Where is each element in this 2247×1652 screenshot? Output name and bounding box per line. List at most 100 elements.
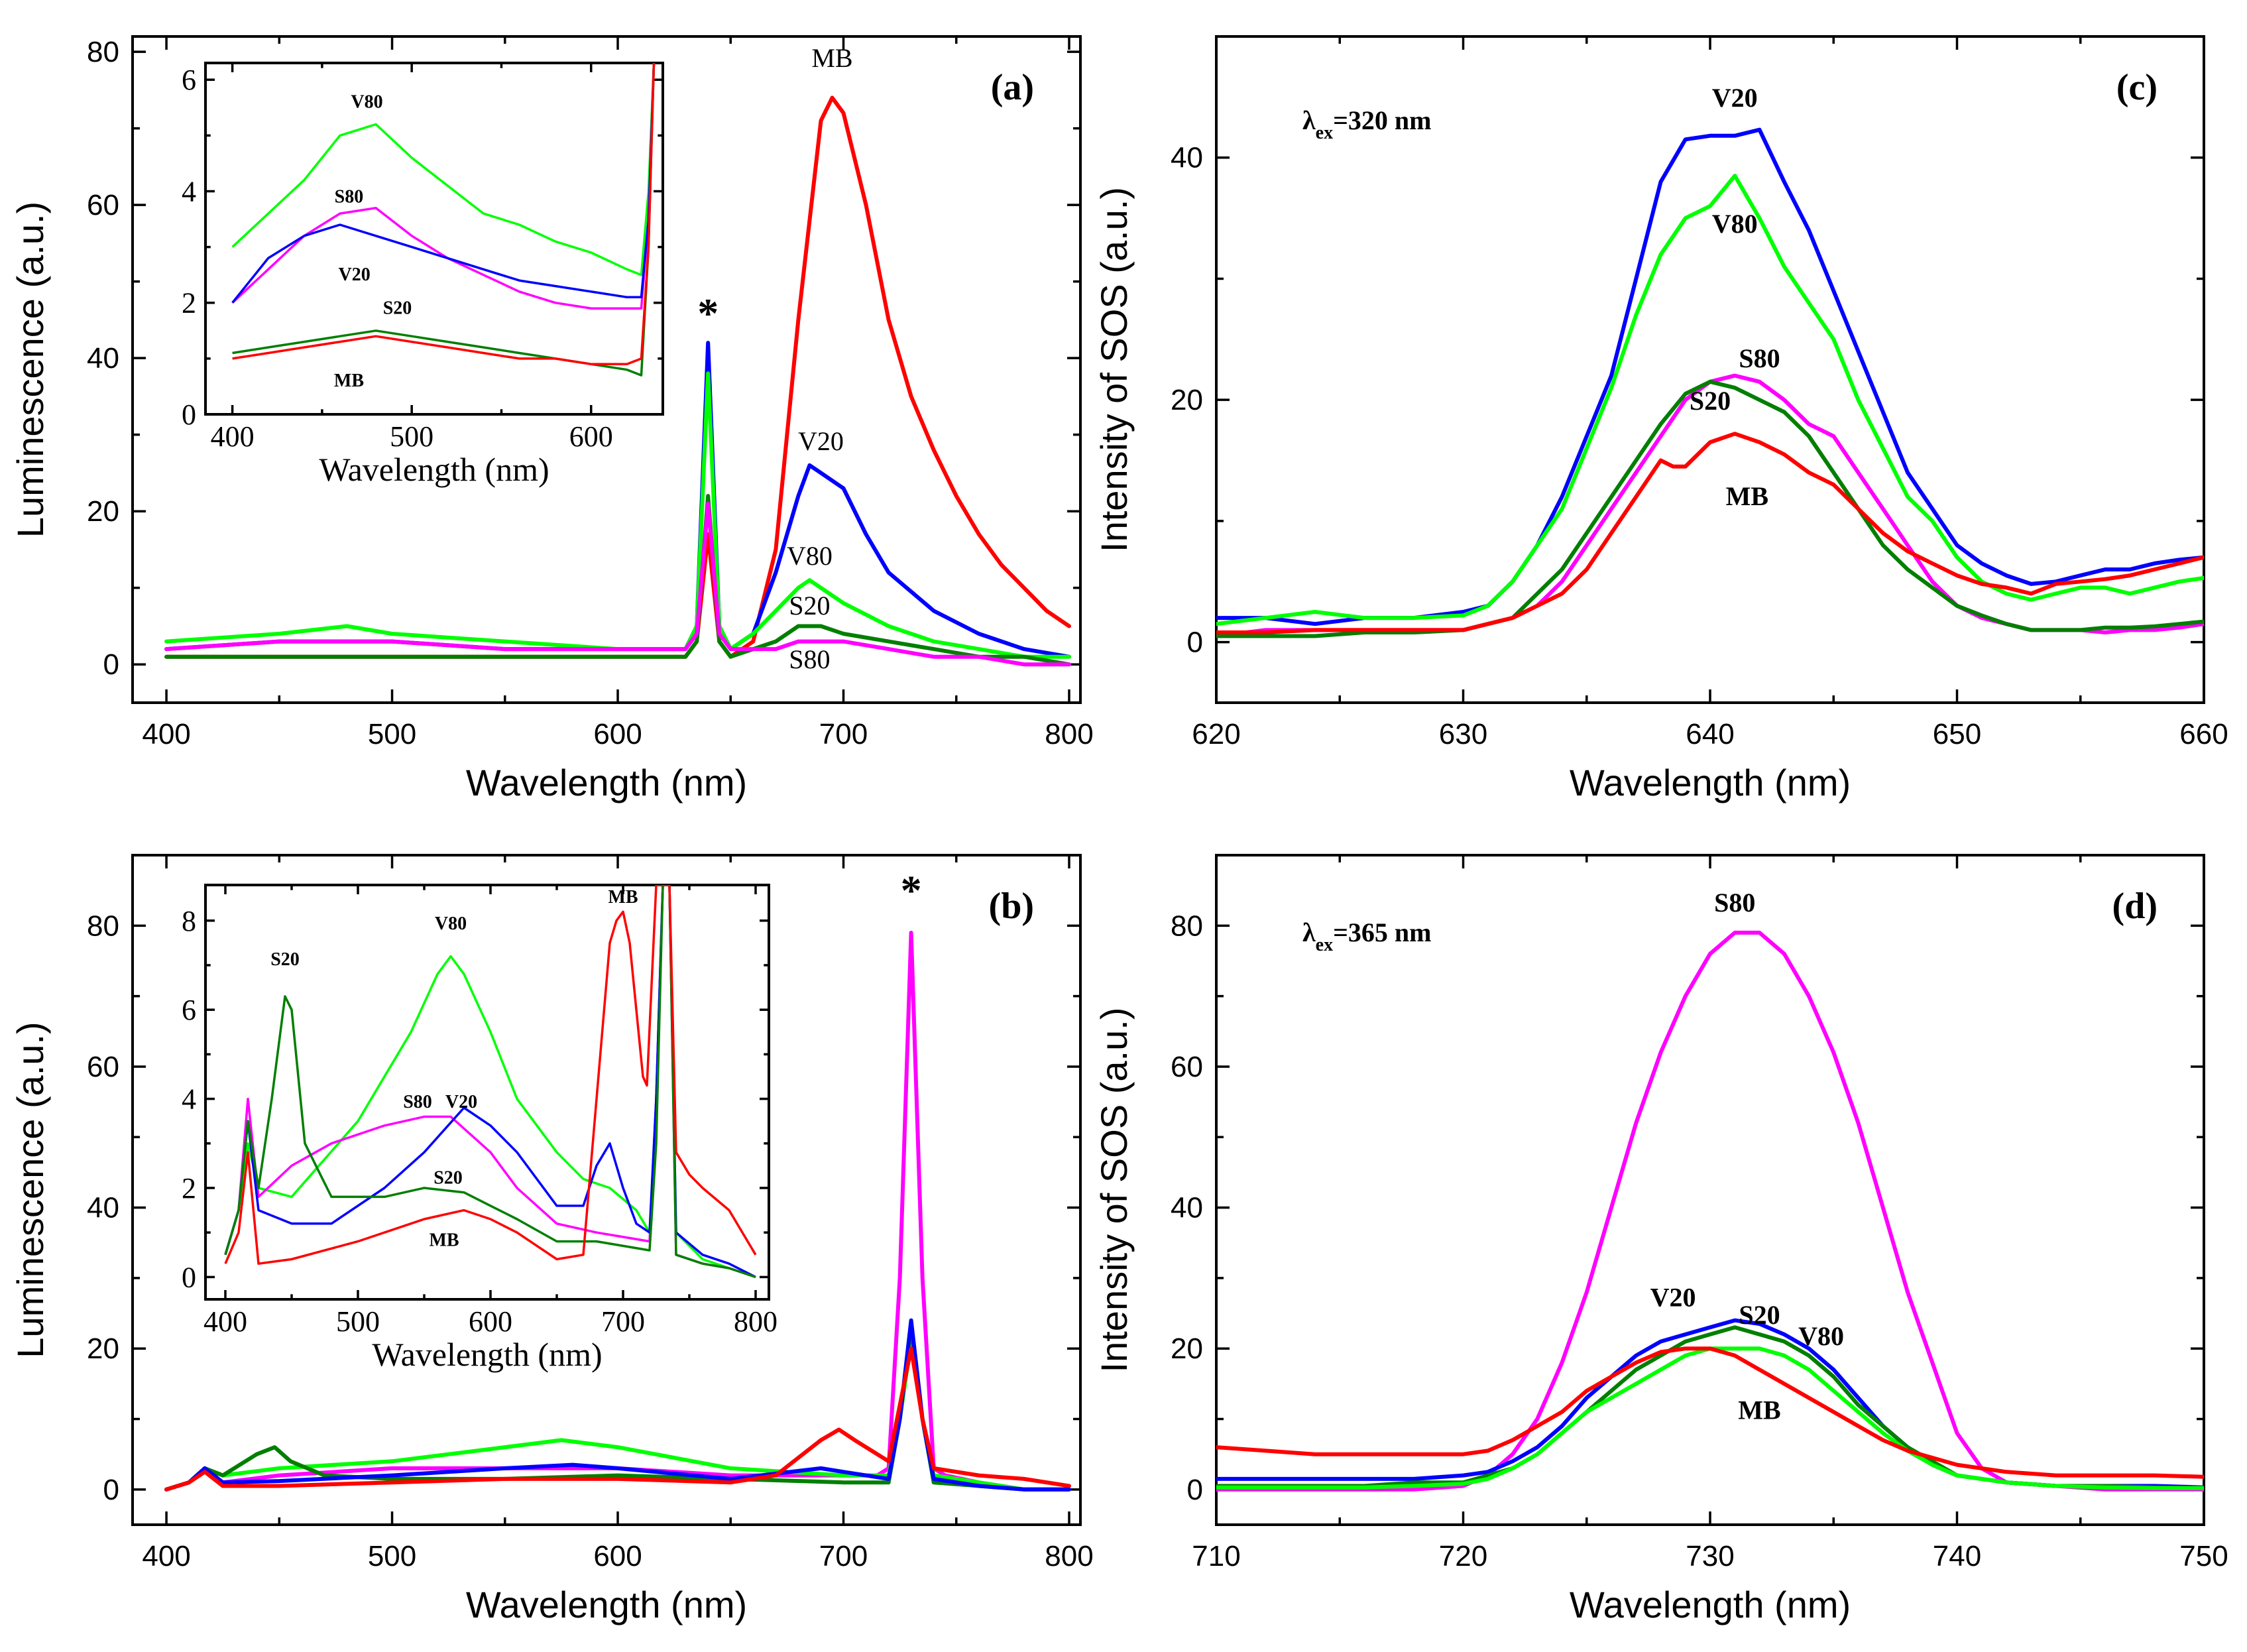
y-tick-label: 4 [182, 175, 196, 207]
x-tick-label: 500 [390, 420, 433, 453]
annotation-symbol: λ [1302, 917, 1316, 947]
main-d-label-S20: S20 [1739, 1300, 1780, 1330]
x-tick-label: 710 [1192, 1540, 1240, 1572]
inset-b-label-S20b: S20 [433, 1167, 463, 1188]
main-d-series-MB [1216, 1346, 2204, 1479]
y-tick-label: 60 [87, 1051, 119, 1083]
main-a-series-S80 [164, 501, 1071, 667]
x-tick-label: 720 [1439, 1540, 1487, 1572]
annotation-symbol: λ [1302, 105, 1316, 135]
x-tick-label: 630 [1439, 718, 1487, 750]
y-tick-label: 0 [1187, 1474, 1203, 1506]
inset-a-series-S20 [232, 63, 656, 377]
x-tick-label: 500 [336, 1305, 380, 1338]
panel-label: (b) [989, 886, 1034, 927]
x-axis-title: Wavelength (nm) [466, 1584, 747, 1625]
x-tick-label: 400 [142, 1540, 190, 1572]
x-tick-label: 620 [1192, 718, 1240, 750]
panel-label: (d) [2112, 886, 2158, 927]
main-b-series-S80 [164, 930, 1071, 1492]
main-d-label-V80: V80 [1798, 1321, 1844, 1351]
y-tick-label: 60 [1171, 1051, 1203, 1083]
inset-b-label-MB: MB [608, 887, 638, 908]
main-d-label-V20: V20 [1650, 1282, 1696, 1312]
x-tick-label: 640 [1686, 718, 1734, 750]
y-tick-label: 80 [87, 910, 119, 942]
x-tick-label: 660 [2179, 718, 2228, 750]
x-tick-label: 500 [368, 718, 416, 750]
inset-b-label-V20: V20 [445, 1092, 477, 1112]
x-tick-label: 800 [1045, 1540, 1093, 1572]
panel-d: 710 720 730 740 750 0 20 40 60 80 Wavelength (nm) I… [1093, 854, 2228, 1625]
main-a-label-V80: V80 [787, 541, 833, 571]
main-d-label-MB: MB [1738, 1395, 1780, 1425]
main-c-label-MB: MB [1726, 481, 1768, 511]
x-tick-label: 600 [593, 718, 642, 750]
y-tick-label: 80 [87, 36, 119, 68]
x-tick-label: 800 [734, 1305, 778, 1338]
y-tick-label: 4 [182, 1083, 196, 1116]
main-b-series-MB [164, 1346, 1071, 1492]
y-tick-label: 0 [103, 1474, 119, 1506]
peak-star: * [697, 290, 719, 337]
main-a-label-MB: MB [811, 43, 852, 73]
main-c-label-S20: S20 [1690, 386, 1731, 416]
main-d-series-S80 [1216, 930, 2204, 1492]
y-axis-title: Intensity of SOS (a.u.) [1093, 187, 1135, 552]
y-tick-label: 2 [182, 287, 196, 320]
y-tick-label: 60 [87, 189, 119, 221]
main-a-series-V80 [164, 371, 1071, 659]
main-d-series-V80 [1216, 1346, 2204, 1490]
inset-x-axis-title: Wavelength (nm) [319, 451, 549, 488]
x-tick-label: 700 [819, 1540, 868, 1572]
y-tick-label: 40 [87, 342, 119, 375]
y-tick-label: 0 [103, 648, 119, 681]
inset-frame [204, 62, 664, 416]
main-a-label-S20: S20 [789, 591, 830, 620]
x-tick-label: 650 [1933, 718, 1981, 750]
y-axis-title: Intensity of SOS (a.u.) [1093, 1008, 1135, 1373]
inset-a-series-V80 [231, 63, 656, 276]
inset-a-label-MB: MB [334, 371, 364, 391]
excitation-annotation: λex=365 nm [1302, 917, 1431, 955]
peak-star: * [901, 866, 922, 914]
panel-c: 620 630 640 650 660 0 20 40 Wavelength (nm) Inten… [1093, 35, 2228, 803]
main-c-label-S80: S80 [1739, 343, 1780, 373]
inset-a-label-V20: V20 [338, 265, 370, 285]
x-axis-title: Wavelength (nm) [1570, 762, 1851, 803]
y-axis-title: Luminescence (a.u.) [9, 202, 51, 538]
inset-a: 400 500 600 0 2 4 6 Wavelength (nm) V80 S80 V20 S20… [182, 62, 664, 488]
x-tick-label: 740 [1933, 1540, 1981, 1572]
x-tick-label: 700 [819, 718, 868, 750]
main-c-series-MB [1216, 432, 2204, 634]
y-tick-label: 0 [182, 398, 196, 431]
inset-b-label-S20: S20 [270, 949, 300, 970]
plot-frame [131, 35, 1082, 704]
annotation-subscript: ex [1316, 935, 1333, 955]
panel-label: (a) [991, 67, 1034, 108]
main-d-series-V20 [1216, 1318, 2204, 1490]
inset-a-series-MB [232, 63, 656, 366]
main-d-series-S20 [1216, 1325, 2204, 1490]
inset-a-series-S80 [231, 63, 656, 310]
y-tick-label: 40 [1171, 1192, 1203, 1224]
annotation-subscript: ex [1316, 123, 1333, 143]
y-tick-label: 40 [87, 1192, 119, 1224]
excitation-annotation: λex=320 nm [1302, 105, 1431, 143]
y-tick-label: 0 [1187, 626, 1203, 659]
y-tick-label: 6 [182, 64, 196, 96]
x-tick-label: 800 [1045, 718, 1093, 750]
main-a-series-V20 [164, 341, 1071, 659]
panel-label: (c) [2116, 67, 2158, 108]
x-tick-label: 400 [142, 718, 190, 750]
y-tick-label: 20 [87, 1332, 119, 1365]
inset-b-label-S80: S80 [403, 1092, 432, 1112]
x-tick-label: 400 [203, 1305, 247, 1338]
y-tick-label: 0 [182, 1261, 196, 1293]
inset-a-label-V80: V80 [351, 91, 382, 112]
x-axis-title: Wavelength (nm) [1570, 1584, 1851, 1625]
inset-b-series-S20 [224, 885, 756, 1279]
y-tick-label: 6 [182, 994, 196, 1026]
